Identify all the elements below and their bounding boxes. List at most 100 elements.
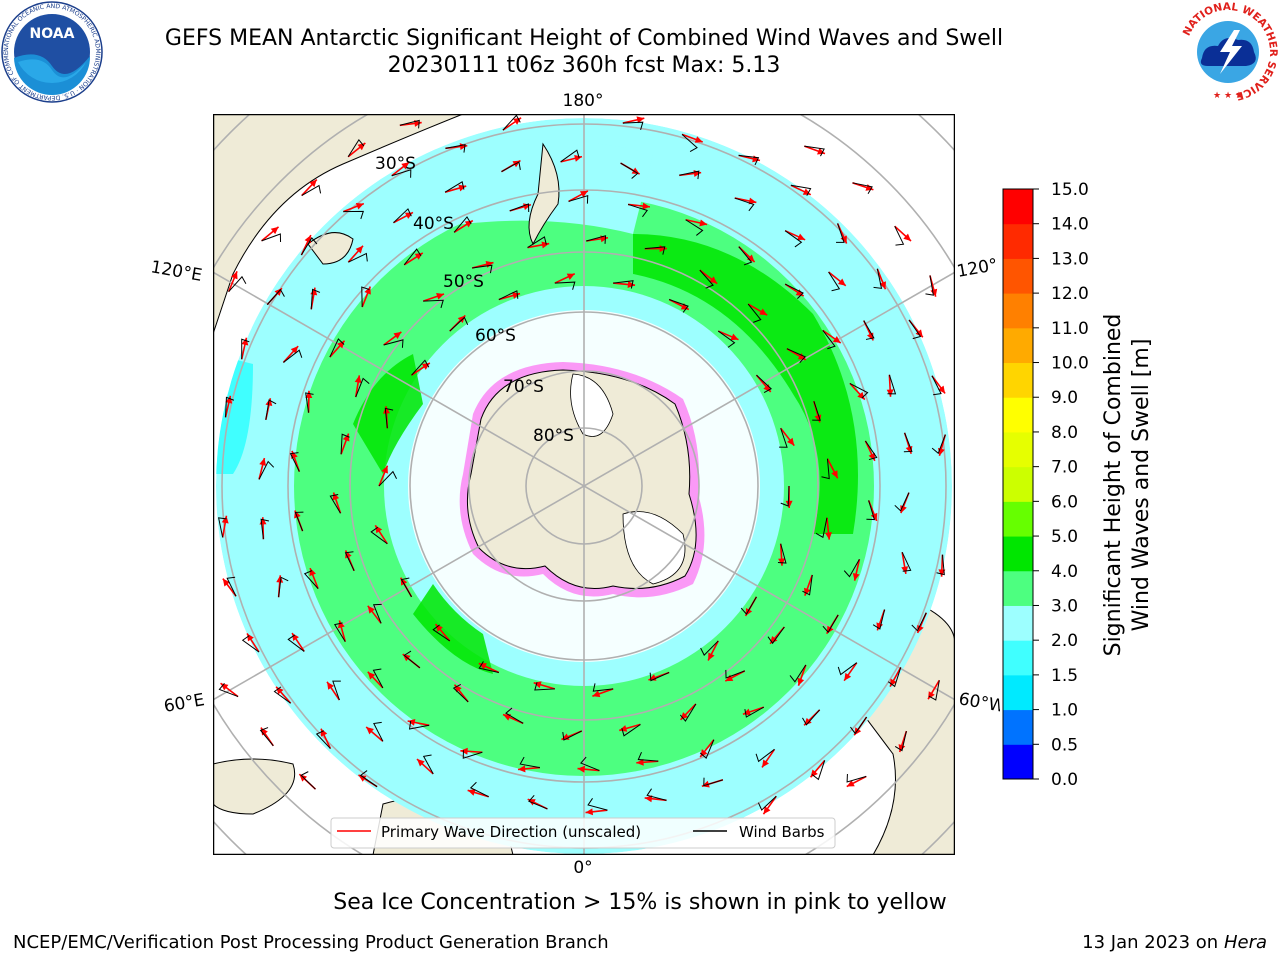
wind-barb bbox=[887, 374, 897, 395]
wind-barb bbox=[894, 492, 910, 512]
wind-barb bbox=[359, 770, 378, 788]
colorbar-swatch bbox=[1003, 189, 1033, 225]
wave-arrow-head bbox=[259, 458, 267, 466]
wave-arrow-head bbox=[730, 333, 739, 341]
wind-barb bbox=[700, 640, 719, 656]
wave-arrow-head bbox=[708, 652, 715, 661]
wind-barb bbox=[613, 280, 634, 289]
wave-arrow-head bbox=[383, 406, 390, 414]
wave-arrow-head bbox=[574, 154, 582, 162]
colorbar-swatch bbox=[1003, 397, 1033, 433]
colorbar-swatch bbox=[1003, 258, 1033, 294]
wave-arrow-head bbox=[785, 500, 793, 508]
lon-label-60w: 60°W bbox=[957, 689, 1000, 717]
wave-arrow-head bbox=[803, 587, 811, 596]
wind-barb bbox=[738, 154, 760, 166]
wind-barb bbox=[804, 145, 825, 157]
wave-arrow-head bbox=[627, 281, 636, 288]
wave-arrow-head bbox=[354, 375, 362, 384]
colorbar-tick-label: 2.0 bbox=[1051, 631, 1078, 651]
wave-arrow-head bbox=[404, 212, 413, 219]
wind-barb bbox=[786, 348, 807, 364]
wind-barb bbox=[681, 134, 698, 153]
wind-barb bbox=[452, 683, 469, 703]
wind-barb bbox=[303, 570, 319, 589]
wind-barb bbox=[273, 686, 291, 704]
wave-arrow-head bbox=[355, 245, 364, 254]
wind-barb bbox=[679, 703, 697, 722]
wind-barb bbox=[725, 669, 745, 679]
wind-barb bbox=[300, 237, 318, 256]
wind-barb bbox=[699, 739, 715, 760]
wind-barb bbox=[822, 330, 836, 350]
wave-arrow-head bbox=[915, 329, 923, 338]
wind-barb bbox=[767, 626, 785, 645]
wave-arrow-head bbox=[309, 179, 317, 188]
wind-barb bbox=[225, 396, 235, 418]
colorbar-swatch bbox=[1003, 744, 1033, 780]
wave-arrow-head bbox=[291, 450, 298, 459]
wave-arrow-head bbox=[541, 241, 550, 249]
colorbar-label-line2: Wind Waves and Swell [m] bbox=[1129, 338, 1154, 632]
wind-barb bbox=[445, 143, 466, 153]
wind-barb bbox=[228, 275, 247, 293]
wind-barb bbox=[755, 748, 775, 763]
wave-arrow-head bbox=[458, 184, 467, 192]
wind-barb bbox=[812, 401, 821, 421]
wave-arrow-head bbox=[585, 808, 594, 816]
map-legend: Primary Wave Direction (unscaled) Wind B… bbox=[330, 817, 836, 849]
wave-arrow-head bbox=[416, 759, 425, 767]
wind-barb bbox=[310, 288, 321, 310]
wind-barb bbox=[738, 246, 753, 266]
wave-arrow-head bbox=[759, 308, 768, 316]
wind-barb bbox=[568, 194, 589, 204]
wind-barb bbox=[644, 246, 666, 255]
wind-barb bbox=[444, 180, 465, 193]
wave-arrow-head bbox=[778, 558, 786, 566]
wind-barb bbox=[332, 680, 341, 701]
colorbar-swatch bbox=[1003, 536, 1033, 572]
wave-arrow-head bbox=[762, 759, 770, 768]
wind-barb bbox=[828, 271, 841, 292]
wave-arrow-head bbox=[901, 566, 909, 574]
wave-arrow-head bbox=[852, 572, 860, 581]
colorbar-tick-label: 0.5 bbox=[1051, 735, 1078, 755]
wind-barb bbox=[911, 612, 927, 632]
wave-arrow-head bbox=[320, 728, 328, 737]
wave-arrow-head bbox=[837, 278, 846, 286]
colorbar-swatch bbox=[1003, 674, 1033, 711]
wind-barb bbox=[372, 668, 384, 689]
wind-barb bbox=[846, 773, 867, 783]
wind-barb bbox=[361, 286, 370, 308]
wind-barb bbox=[822, 614, 839, 634]
wind-barb bbox=[649, 672, 670, 682]
lon-label-0: 0° bbox=[573, 858, 592, 878]
wave-arrow-head bbox=[631, 167, 640, 175]
wave-arrow-head bbox=[358, 774, 367, 782]
colorbar-swatch bbox=[1003, 640, 1033, 676]
lon-label-120w: 120° bbox=[955, 255, 999, 282]
wind-barb bbox=[699, 269, 714, 289]
wind-barb bbox=[873, 268, 883, 289]
wind-barb bbox=[462, 750, 483, 759]
map-subtitle: 20230111 t06z 360h fcst Max: 5.13 bbox=[387, 53, 781, 78]
wind-barb bbox=[668, 299, 689, 313]
date-text: 13 Jan 2023 on bbox=[1082, 932, 1224, 953]
wind-barb bbox=[329, 338, 345, 358]
wind-barb bbox=[562, 730, 582, 741]
legend-wind-barbs: Wind Barbs bbox=[739, 823, 825, 841]
wave-arrow-head bbox=[355, 202, 364, 210]
lon-labels: 180° 0° 120°E 60°E 120° 60°W bbox=[149, 91, 1000, 878]
wind-barb bbox=[554, 281, 576, 290]
wind-barb bbox=[780, 485, 790, 507]
wind-barb bbox=[241, 635, 260, 653]
lat-label-80s: 80°S bbox=[533, 426, 574, 446]
wave-arrow-head bbox=[642, 202, 650, 210]
wind-barb bbox=[408, 720, 430, 730]
colorbar-swatch bbox=[1003, 709, 1033, 745]
wind-barb bbox=[378, 470, 398, 487]
wind-barb bbox=[370, 526, 388, 545]
lat-label-40s: 40°S bbox=[413, 214, 454, 234]
wind-barb bbox=[756, 374, 772, 393]
wind-barb bbox=[586, 235, 607, 244]
